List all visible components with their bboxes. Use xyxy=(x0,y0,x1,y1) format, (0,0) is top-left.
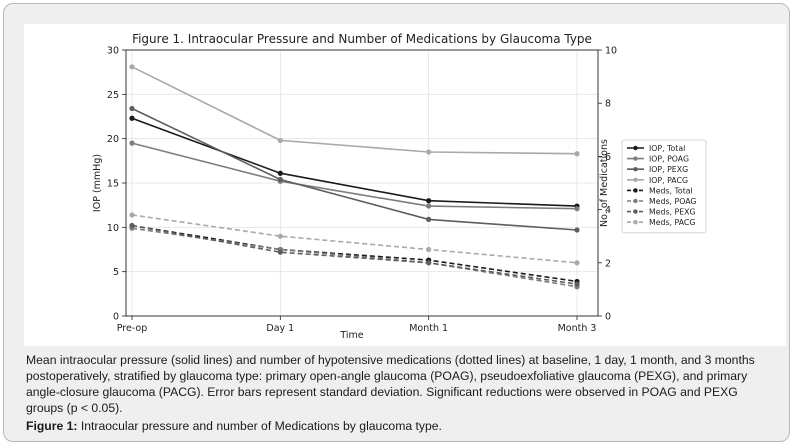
series-line xyxy=(131,142,578,210)
y-tick-label: 5 xyxy=(113,267,119,278)
data-point xyxy=(277,137,283,144)
y-tick-label: 25 xyxy=(107,90,119,101)
legend-label: Meds, POAG xyxy=(649,197,696,206)
y-axis-label: IOP (mmHg) xyxy=(92,154,103,212)
data-point xyxy=(277,233,283,239)
data-point xyxy=(277,170,283,176)
legend-label: Meds, PEXG xyxy=(649,208,696,217)
x-tick-label: Pre-op xyxy=(117,323,148,334)
data-point xyxy=(426,216,432,222)
legend-label: IOP, Total xyxy=(649,144,685,153)
data-point xyxy=(129,115,135,121)
legend-label: IOP, POAG xyxy=(649,155,689,164)
caption-text: Mean intraocular pressure (solid lines) … xyxy=(26,353,755,415)
line-chart: 0 5 10 15 20 25 30 0 2 4 6 8 10 Pre-op Day 1 Month 1 Mon… xyxy=(92,32,707,341)
data-point xyxy=(129,64,135,70)
series-line xyxy=(131,66,578,155)
data-point xyxy=(574,281,580,287)
y-tick-label: 20 xyxy=(107,134,119,145)
y2-axis-label: No. of Medications xyxy=(599,139,610,227)
data-point xyxy=(277,176,283,183)
figure-caption: Mean intraocular pressure (solid lines) … xyxy=(26,352,778,434)
legend-marker xyxy=(633,145,638,151)
x-tick-label: Day 1 xyxy=(266,323,294,334)
data-point xyxy=(277,249,283,255)
legend-marker xyxy=(633,156,638,161)
data-point xyxy=(129,105,135,112)
legend-label: Meds, PACG xyxy=(649,218,695,227)
x-axis-label: Time xyxy=(339,330,363,341)
y2-tick-label: 10 xyxy=(605,46,617,57)
chart-title: Figure 1. Intraocular Pressure and Numbe… xyxy=(132,32,592,46)
legend-marker xyxy=(633,188,638,193)
series-line xyxy=(131,224,578,285)
chart-panel: 0 5 10 15 20 25 30 0 2 4 6 8 10 Pre-op Day 1 Month 1 Mon… xyxy=(24,24,786,346)
series-line xyxy=(131,117,578,207)
y2-tick-label: 4 xyxy=(605,205,611,216)
data-point xyxy=(574,260,580,266)
series-line xyxy=(131,214,578,264)
data-point xyxy=(426,260,432,266)
y2-tick-label: 0 xyxy=(605,312,611,323)
y-tick-label: 30 xyxy=(107,46,119,57)
legend-label: IOP, PEXG xyxy=(649,165,688,174)
data-point xyxy=(426,246,432,253)
data-point xyxy=(574,151,580,157)
data-point xyxy=(574,227,580,233)
legend-label: IOP, PACG xyxy=(649,176,688,185)
data-point xyxy=(129,212,135,218)
series-line xyxy=(131,224,578,283)
legend-marker xyxy=(633,198,638,204)
legend-marker xyxy=(633,220,638,225)
y2-tick-label: 6 xyxy=(605,152,611,163)
data-point xyxy=(129,222,135,229)
y2-tick-label: 2 xyxy=(605,258,611,269)
x-tick-label: Month 1 xyxy=(409,323,448,334)
data-point xyxy=(426,203,432,209)
legend-box xyxy=(621,139,707,234)
figure-label-line: Figure 1: Intraocular pressure and numbe… xyxy=(26,418,778,434)
figure-frame: 0 5 10 15 20 25 30 0 2 4 6 8 10 Pre-op Day 1 Month 1 Mon… xyxy=(3,3,790,442)
legend-marker xyxy=(633,167,638,172)
data-point xyxy=(129,140,135,146)
legend-marker xyxy=(633,177,638,182)
legend-marker xyxy=(633,209,638,214)
series-line xyxy=(131,107,578,231)
figure-label: Figure 1: xyxy=(26,419,78,433)
data-point xyxy=(574,206,580,212)
x-tick-label: Month 3 xyxy=(558,323,597,334)
y-tick-label: 0 xyxy=(113,312,119,323)
y-tick-label: 10 xyxy=(107,223,119,234)
data-point xyxy=(426,198,432,204)
y-tick-label: 15 xyxy=(107,179,119,190)
y2-tick-label: 8 xyxy=(605,99,611,110)
data-point xyxy=(426,149,432,155)
legend-label: Meds, Total xyxy=(649,186,693,195)
figure-title: Intraocular pressure and number of Medic… xyxy=(80,419,442,433)
